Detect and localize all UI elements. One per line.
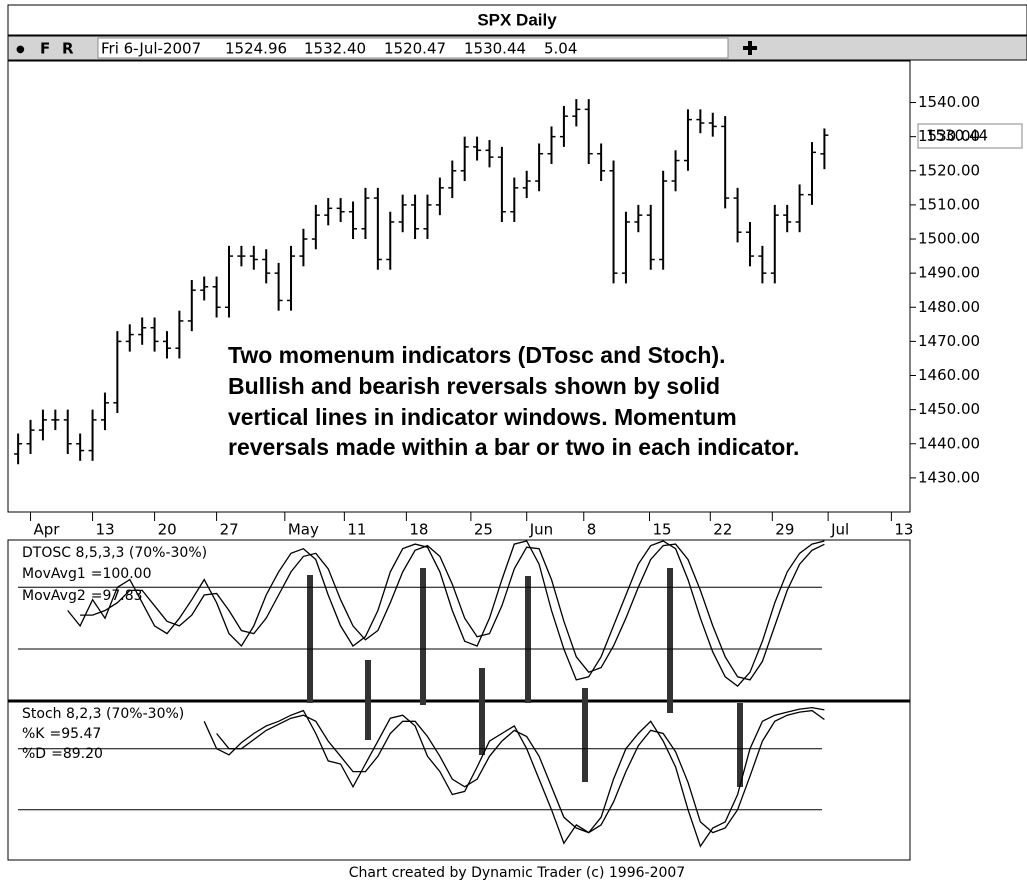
y-tick-label: 1470.00 [918, 332, 980, 350]
reversal-line [525, 576, 531, 703]
indicator-title: Stoch 8,2,3 (70%-30%) [22, 706, 184, 722]
series-name: MovAvg1 [22, 566, 86, 582]
y-tick-label: 1430.00 [918, 468, 980, 486]
footer: Chart created by Dynamic Trader (c) 1996… [349, 865, 685, 881]
y-tick-label: 1460.00 [918, 366, 980, 384]
y-tick-label: 1520.00 [918, 161, 980, 179]
y-tick-label: 1480.00 [918, 298, 980, 316]
x-tick-label: 25 [474, 521, 493, 539]
reversal-line [582, 688, 588, 782]
x-tick-label: 15 [653, 521, 672, 539]
title-bar [7, 4, 1027, 36]
series-readout: =95.47 [49, 726, 101, 742]
y-tick-label: 1510.00 [918, 195, 980, 213]
reversal-lines [307, 568, 743, 787]
x-tick-label: 29 [775, 521, 794, 539]
reversal-line [667, 568, 673, 713]
readout-close: 1530.44 [464, 40, 526, 58]
x-tick-label: Apr [34, 521, 61, 539]
x-tick-label: 27 [220, 521, 239, 539]
x-tick-label: 13 [894, 521, 913, 539]
readout-box [97, 37, 729, 59]
toolbar-dot[interactable]: ● [16, 44, 25, 55]
annotation: Two momenum indicators (DTosc and Stoch)… [228, 342, 726, 368]
y-tick-label: 1500.00 [918, 230, 980, 248]
reversal-line [365, 660, 371, 740]
reversal-line [420, 568, 426, 705]
toolbar-r[interactable]: R [62, 40, 74, 58]
series-readout: =97.83 [91, 588, 143, 604]
reversal-line [307, 575, 313, 703]
readout-open: 1524.96 [225, 40, 287, 58]
x-tick-label: 20 [158, 521, 177, 539]
reversal-line [479, 668, 485, 755]
indicator-line [80, 543, 825, 681]
reversal-line [737, 703, 743, 787]
annotation: Bullish and bearish reversals shown by s… [228, 373, 720, 399]
y-tick-label: 1540.00 [918, 93, 980, 111]
indicator-line [67, 540, 825, 687]
y-tick-label: 1450.00 [918, 400, 980, 418]
readout-low: 1520.47 [384, 40, 446, 58]
x-tick-label: 22 [713, 521, 732, 539]
x-tick-label: Jun [529, 521, 553, 539]
x-tick-label: 18 [409, 521, 428, 539]
y-tick-label: 1490.00 [918, 264, 980, 282]
indicator-line [216, 709, 825, 834]
series-name: %K [22, 726, 45, 742]
annotation: vertical lines in indicator windows. Mom… [228, 404, 737, 430]
x-tick-label: May [288, 521, 319, 539]
crosshair-icon[interactable] [743, 41, 757, 55]
readout-date: Fri 6-Jul-2007 [101, 40, 201, 58]
y-tick-label: 1440.00 [918, 434, 980, 452]
x-tick-label: 13 [96, 521, 115, 539]
last-price-box [917, 123, 1023, 149]
x-tick-label: 11 [347, 521, 366, 539]
indicator-title: DTOSC 8,5,3,3 (70%-30%) [22, 545, 207, 561]
last-price: 1530.44 [926, 127, 988, 145]
toolbar-f[interactable]: F [40, 40, 50, 58]
readout-high: 1532.40 [304, 40, 366, 58]
x-tick-label: 8 [587, 521, 597, 539]
series-readout: =100.00 [91, 566, 152, 582]
annotation: reversals made within a bar or two in ea… [228, 434, 799, 460]
series-name: %D [22, 746, 46, 762]
y-tick-label: 1530.00 [918, 127, 980, 145]
chart-title: SPX Daily [477, 10, 557, 29]
series-name: MovAvg2 [22, 588, 86, 604]
readout-change: 5.04 [544, 40, 577, 58]
indicator-line [203, 706, 825, 848]
x-tick-label: Jul [830, 521, 849, 539]
series-readout: =89.20 [51, 746, 103, 762]
